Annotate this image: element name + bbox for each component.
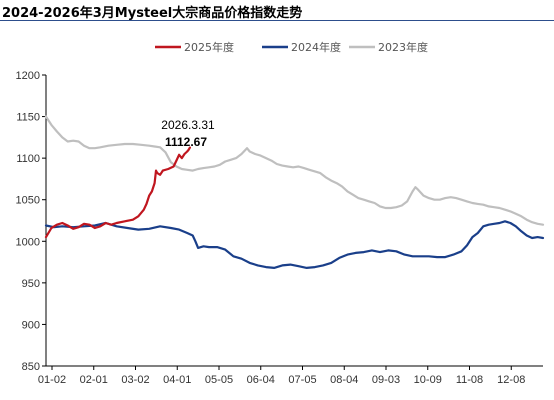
y-tick-label: 900 [22, 319, 40, 331]
x-tick-label: 05-05 [205, 374, 233, 386]
legend: 2025年度 2024年度 2023年度 [155, 40, 428, 54]
series-line-2024年度 [44, 220, 545, 269]
y-tick-label: 850 [22, 361, 40, 373]
y-tick-label: 1050 [16, 195, 40, 207]
annotation: 2026.3.31 1112.67 [161, 118, 215, 149]
x-tick-label: 02-01 [80, 374, 108, 386]
y-tick-label: 1150 [16, 112, 40, 124]
series-line-2025年度 [44, 146, 191, 239]
x-tick-label: 06-04 [247, 374, 275, 386]
series-lines [44, 115, 545, 269]
annotation-value: 1112.67 [165, 135, 207, 149]
x-tick-label: 01-02 [38, 374, 66, 386]
x-tick-label: 04-01 [163, 374, 191, 386]
x-tick-label: 12-08 [497, 374, 525, 386]
legend-label: 2025年度 [184, 40, 234, 54]
annotation-date: 2026.3.31 [161, 118, 215, 132]
y-tick-label: 1100 [16, 153, 40, 165]
y-tick-label: 1200 [16, 70, 40, 82]
x-tick-label: 08-04 [330, 374, 358, 386]
chart-title: 2024-2026年3月Mysteel大宗商品价格指数走势 [2, 6, 303, 21]
x-tick-label: 09-03 [372, 374, 400, 386]
y-tick-label: 950 [22, 278, 40, 290]
x-tick-label: 03-02 [121, 374, 149, 386]
x-tick-label: 11-08 [456, 374, 483, 386]
series-line-2023年度 [44, 115, 545, 226]
legend-label: 2024年度 [291, 40, 341, 54]
y-tick-label: 1000 [16, 236, 40, 248]
x-tick-label: 07-05 [288, 374, 316, 386]
legend-label: 2023年度 [378, 40, 428, 54]
title-underline [0, 20, 554, 21]
axes: 850 900 950 1000 1050 1100 1150 1200 01-02 02-01 0… [16, 70, 543, 386]
x-tick-label: 10-09 [414, 374, 442, 386]
